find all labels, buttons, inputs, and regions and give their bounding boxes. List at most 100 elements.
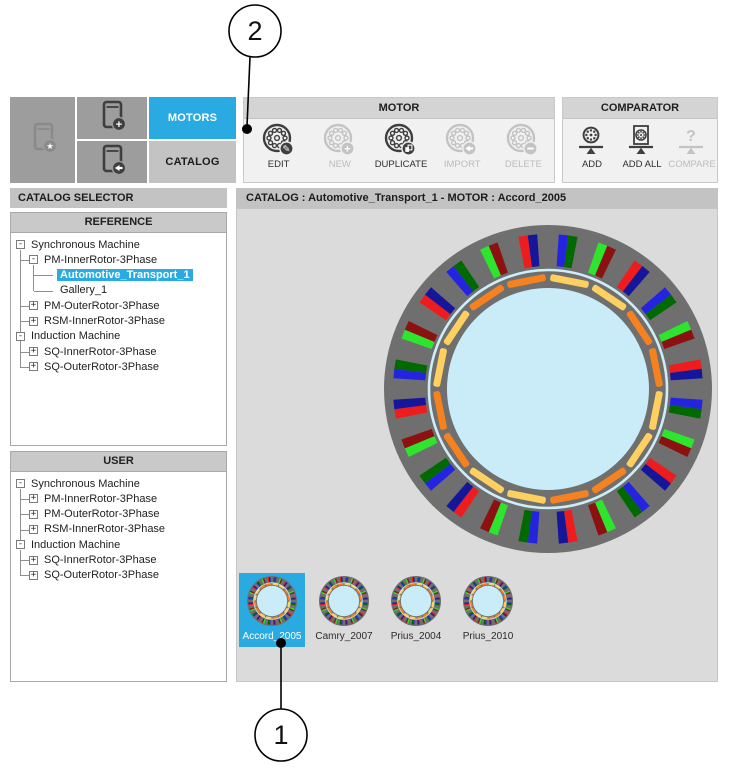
- reference-panel: REFERENCE - Synchronous Machine - PM-InnerR…: [10, 212, 227, 446]
- collapse-toggle[interactable]: -: [29, 254, 38, 265]
- new-catalog-button[interactable]: +: [77, 97, 147, 139]
- tree-item-label: PM-InnerRotor-3Phase: [44, 253, 158, 266]
- tree-item-label: RSM-InnerRotor-3Phase: [44, 523, 166, 536]
- tree-item-label: PM-OuterRotor-3Phase: [44, 508, 160, 521]
- motor-thumbnail-image: [247, 576, 297, 626]
- tree-item-label: SQ-InnerRotor-3Phase: [44, 554, 157, 566]
- motor-thumbnail-accord_2005[interactable]: Accord_2005: [239, 573, 305, 647]
- svg-text:✎: ✎: [282, 144, 290, 155]
- tree-item-sq-outerrotor-3phase[interactable]: + SQ-OuterRotor-3Phase: [11, 359, 226, 374]
- comparator-toolbar-title: COMPARATOR: [563, 98, 717, 119]
- tree-item-sq-innerrotor-3phase[interactable]: + SQ-InnerRotor-3Phase: [11, 553, 226, 568]
- expand-toggle[interactable]: +: [29, 493, 38, 504]
- import-catalog-button[interactable]: [77, 141, 147, 183]
- svg-text:★: ★: [46, 141, 54, 151]
- callout-2-label: 2: [247, 16, 262, 46]
- tree-item-induction-machine[interactable]: - Induction Machine: [11, 329, 226, 344]
- motor-thumbnail-image: [391, 576, 441, 626]
- tab-catalog[interactable]: CATALOG: [149, 141, 236, 183]
- motor-thumbnail-label: Prius_2004: [390, 631, 442, 642]
- tree-item-rsm-innerrotor-3phase[interactable]: + RSM-InnerRotor-3Phase: [11, 314, 226, 329]
- reference-tree: - Synchronous Machine - PM-InnerRotor-3Phas…: [11, 233, 226, 446]
- collapse-toggle[interactable]: -: [16, 239, 25, 249]
- tab-motors[interactable]: MOTORS: [149, 97, 236, 139]
- motor-thumbnail-image: [319, 576, 369, 626]
- tree-item-synchronous-machine[interactable]: - Synchronous Machine: [11, 476, 226, 491]
- tree-item-label: Gallery_1: [60, 284, 108, 297]
- tree-item-label: Induction Machine: [31, 538, 121, 551]
- tree-item-automotive-transport-1[interactable]: Automotive_Transport_1: [11, 268, 226, 283]
- motor-thumbnail-prius_2010[interactable]: Prius_2010: [455, 573, 521, 647]
- expand-toggle[interactable]: +: [29, 346, 38, 357]
- expand-toggle[interactable]: +: [29, 315, 38, 326]
- tree-item-sq-innerrotor-3phase[interactable]: + SQ-InnerRotor-3Phase: [11, 344, 226, 359]
- tree-item-rsm-innerrotor-3phase[interactable]: + RSM-InnerRotor-3Phase: [11, 522, 226, 537]
- collapse-toggle[interactable]: -: [16, 539, 25, 550]
- button-label: DELETE: [504, 159, 542, 170]
- motor-thumbnail-label: Accord_2005: [242, 631, 302, 642]
- tree-item-synchronous-machine[interactable]: - Synchronous Machine: [11, 237, 226, 252]
- expand-toggle[interactable]: +: [29, 508, 38, 519]
- book-import-icon: [93, 140, 131, 185]
- delete-button[interactable]: DELETE: [493, 123, 554, 170]
- motor-cross-section: [384, 225, 712, 553]
- new-button[interactable]: + NEW: [309, 123, 370, 170]
- tree-item-induction-machine[interactable]: - Induction Machine: [11, 537, 226, 552]
- user-panel-title: USER: [11, 452, 226, 472]
- button-label: COMPARE: [668, 159, 716, 170]
- button-label: ADD: [581, 159, 603, 170]
- button-label: IMPORT: [443, 159, 481, 170]
- tree-item-label: SQ-OuterRotor-3Phase: [44, 360, 159, 373]
- callout-1-label: 1: [273, 720, 288, 750]
- collapse-toggle[interactable]: -: [16, 330, 25, 341]
- tree-item-label: RSM-InnerRotor-3Phase: [44, 315, 166, 327]
- button-label: EDIT: [267, 159, 290, 170]
- svg-text:+: +: [344, 143, 350, 155]
- button-label: NEW: [328, 159, 351, 170]
- collapse-toggle[interactable]: -: [16, 478, 25, 488]
- add-all-button[interactable]: ADD ALL: [617, 123, 667, 170]
- motor-thumbnail-label: Camry_2007: [315, 631, 373, 642]
- button-label: ADD ALL: [622, 159, 662, 170]
- book-plus-icon: +: [93, 96, 131, 141]
- motor-thumbnail-label: Prius_2010: [462, 631, 514, 642]
- expand-toggle[interactable]: +: [29, 300, 38, 311]
- breadcrumb: CATALOG : Automotive_Transport_1 - MOTOR…: [236, 188, 718, 208]
- import-button[interactable]: IMPORT: [432, 123, 493, 170]
- motor-thumbnail-prius_2004[interactable]: Prius_2004: [383, 573, 449, 647]
- edit-button[interactable]: ✎ EDIT: [248, 123, 309, 170]
- duplicate-button[interactable]: DUPLICATE: [370, 123, 431, 170]
- tree-item-label: Synchronous Machine: [31, 238, 140, 251]
- expand-toggle[interactable]: +: [29, 523, 38, 534]
- motor-toolbar-panel: MOTOR ✎ EDIT + NEW DUPLICATE IMPORT DELETE: [243, 97, 555, 183]
- expand-toggle[interactable]: +: [29, 554, 38, 565]
- svg-text:?: ?: [686, 128, 696, 145]
- tree-item-pm-outerrotor-3phase[interactable]: + PM-OuterRotor-3Phase: [11, 507, 226, 522]
- comparator-toolbar-panel: COMPARATOR ADD ADD ALL? COMPARE: [562, 97, 718, 183]
- user-panel: USER - Synchronous Machine + PM-InnerRotor-…: [10, 451, 227, 682]
- expand-toggle[interactable]: +: [29, 569, 38, 580]
- motor-thumbnail-camry_2007[interactable]: Camry_2007: [311, 573, 377, 647]
- tree-item-label: SQ-InnerRotor-3Phase: [44, 345, 157, 358]
- tree-item-label: Synchronous Machine: [31, 477, 140, 490]
- button-label: DUPLICATE: [374, 159, 428, 170]
- reference-panel-title: REFERENCE: [11, 213, 226, 233]
- user-tree: - Synchronous Machine + PM-InnerRotor-3Phas…: [11, 472, 226, 682]
- svg-text:+: +: [116, 118, 122, 130]
- add-button[interactable]: ADD: [567, 123, 617, 170]
- tree-item-sq-outerrotor-3phase[interactable]: + SQ-OuterRotor-3Phase: [11, 568, 226, 583]
- tree-item-pm-innerrotor-3phase[interactable]: - PM-InnerRotor-3Phase: [11, 252, 226, 267]
- compare-button[interactable]: ? COMPARE: [667, 123, 717, 170]
- motor-thumbnail-image: [463, 576, 513, 626]
- motor-toolbar-title: MOTOR: [244, 98, 554, 119]
- book-star-icon: ★: [24, 118, 62, 163]
- tree-item-pm-innerrotor-3phase[interactable]: + PM-InnerRotor-3Phase: [11, 491, 226, 506]
- tree-item-gallery-1[interactable]: Gallery_1: [11, 283, 226, 298]
- tree-item-pm-outerrotor-3phase[interactable]: + PM-OuterRotor-3Phase: [11, 298, 226, 313]
- catalog-manager-button[interactable]: ★: [10, 97, 75, 183]
- tree-item-label: Induction Machine: [31, 330, 121, 343]
- tree-item-label: Automotive_Transport_1: [57, 269, 193, 282]
- expand-toggle[interactable]: +: [29, 361, 38, 372]
- tree-item-label: PM-OuterRotor-3Phase: [44, 299, 160, 312]
